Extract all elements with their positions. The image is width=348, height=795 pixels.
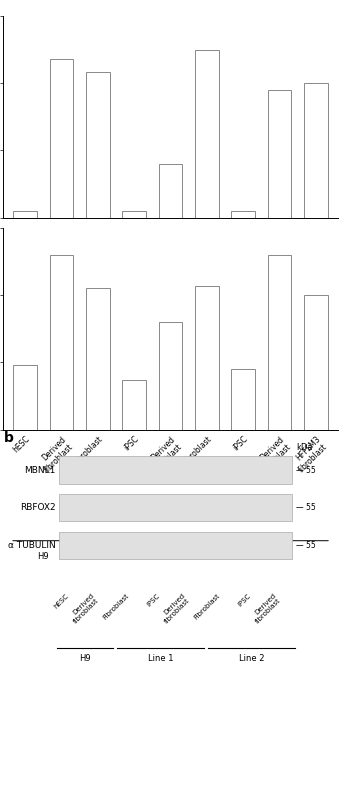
Ellipse shape [91, 543, 109, 549]
Text: Derived
fibroblast: Derived fibroblast [68, 592, 100, 625]
Bar [122, 211, 146, 218]
Text: iPSC: iPSC [237, 592, 252, 607]
Ellipse shape [121, 468, 139, 473]
Bar [14, 211, 37, 218]
Ellipse shape [182, 506, 200, 510]
Ellipse shape [273, 468, 291, 473]
Text: MBNL1: MBNL1 [24, 466, 56, 475]
Bar [231, 369, 255, 429]
Ellipse shape [92, 467, 108, 470]
Ellipse shape [213, 467, 230, 470]
Text: — 55: — 55 [296, 466, 316, 475]
Text: — 55: — 55 [296, 541, 316, 550]
Text: RBFOX2: RBFOX2 [20, 503, 56, 512]
Bar [231, 211, 255, 218]
Ellipse shape [121, 506, 139, 510]
Bar [14, 365, 37, 429]
Ellipse shape [243, 506, 260, 510]
Ellipse shape [91, 506, 109, 510]
Ellipse shape [212, 506, 230, 510]
Text: Line 1: Line 1 [148, 654, 173, 663]
Text: α TUBULIN: α TUBULIN [8, 541, 56, 550]
Ellipse shape [243, 543, 260, 549]
Ellipse shape [182, 543, 200, 549]
Text: Fibroblast: Fibroblast [193, 592, 221, 620]
Ellipse shape [274, 467, 290, 470]
Ellipse shape [212, 543, 230, 549]
Text: H9: H9 [38, 552, 49, 560]
Bar [268, 254, 291, 429]
Text: hESC: hESC [53, 592, 70, 609]
Ellipse shape [61, 506, 78, 510]
Ellipse shape [273, 543, 291, 549]
Text: H9: H9 [79, 654, 90, 663]
Text: Derived
fibroblast: Derived fibroblast [250, 592, 282, 625]
Text: iPSC: iPSC [145, 592, 160, 607]
Bar [86, 72, 110, 218]
Text: Line 2: Line 2 [239, 654, 264, 663]
Ellipse shape [152, 506, 169, 510]
Ellipse shape [182, 468, 200, 473]
Bar [50, 59, 73, 218]
Text: — 55: — 55 [296, 503, 316, 512]
Bar [122, 380, 146, 429]
Text: Fibroblast: Fibroblast [102, 592, 130, 620]
Ellipse shape [183, 467, 199, 470]
Bar [304, 295, 327, 429]
Bar [50, 254, 73, 429]
Bar [195, 285, 219, 429]
Ellipse shape [152, 543, 169, 549]
Text: Line 2: Line 2 [248, 552, 274, 560]
Text: kDa: kDa [296, 444, 312, 452]
Bar [195, 49, 219, 218]
Bar [159, 164, 182, 218]
Bar [159, 322, 182, 429]
Ellipse shape [61, 543, 78, 549]
Ellipse shape [121, 543, 139, 549]
Bar [304, 83, 327, 218]
Text: b: b [3, 431, 13, 444]
Text: Line 1: Line 1 [121, 552, 147, 560]
Bar [268, 90, 291, 218]
Text: Derived
fibroblast: Derived fibroblast [158, 592, 191, 625]
Ellipse shape [212, 468, 230, 473]
Ellipse shape [91, 468, 109, 473]
Bar [86, 289, 110, 429]
Ellipse shape [273, 506, 291, 510]
